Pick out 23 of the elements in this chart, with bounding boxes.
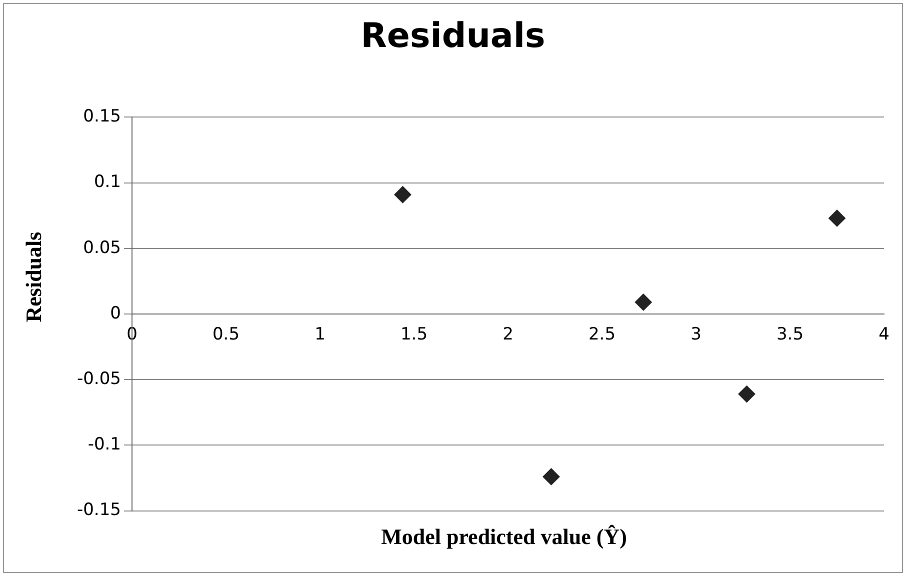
y-tick-label: -0.15	[76, 500, 121, 520]
y-tick-label: -0.1	[88, 434, 121, 455]
x-axis-title: Model predicted value (Ŷ)	[380, 524, 628, 550]
chart-title: Residuals	[360, 16, 546, 56]
x-tick-label: 2.5	[588, 324, 616, 345]
point	[394, 186, 412, 204]
y-tick-label: -0.05	[76, 369, 121, 390]
y-tick-label: 0.05	[83, 238, 121, 258]
x-tick-label: 2	[502, 324, 514, 345]
y-axis-title: Residuals	[21, 230, 47, 324]
x-tick-label: 0.5	[212, 324, 240, 345]
y-tick-label: 0.1	[94, 172, 121, 192]
point	[542, 468, 560, 486]
x-tick-label: 3.5	[776, 324, 804, 345]
x-tick-label: 1.5	[400, 324, 428, 345]
point	[828, 210, 846, 227]
x-tick-label: 1	[314, 324, 326, 345]
x-tick-label: 4	[878, 324, 890, 345]
point	[634, 294, 652, 311]
y-tick-label: 0	[110, 303, 121, 324]
point	[738, 386, 756, 403]
y-tick-label: 0.15	[83, 106, 121, 127]
x-tick-label: 3	[690, 324, 702, 345]
